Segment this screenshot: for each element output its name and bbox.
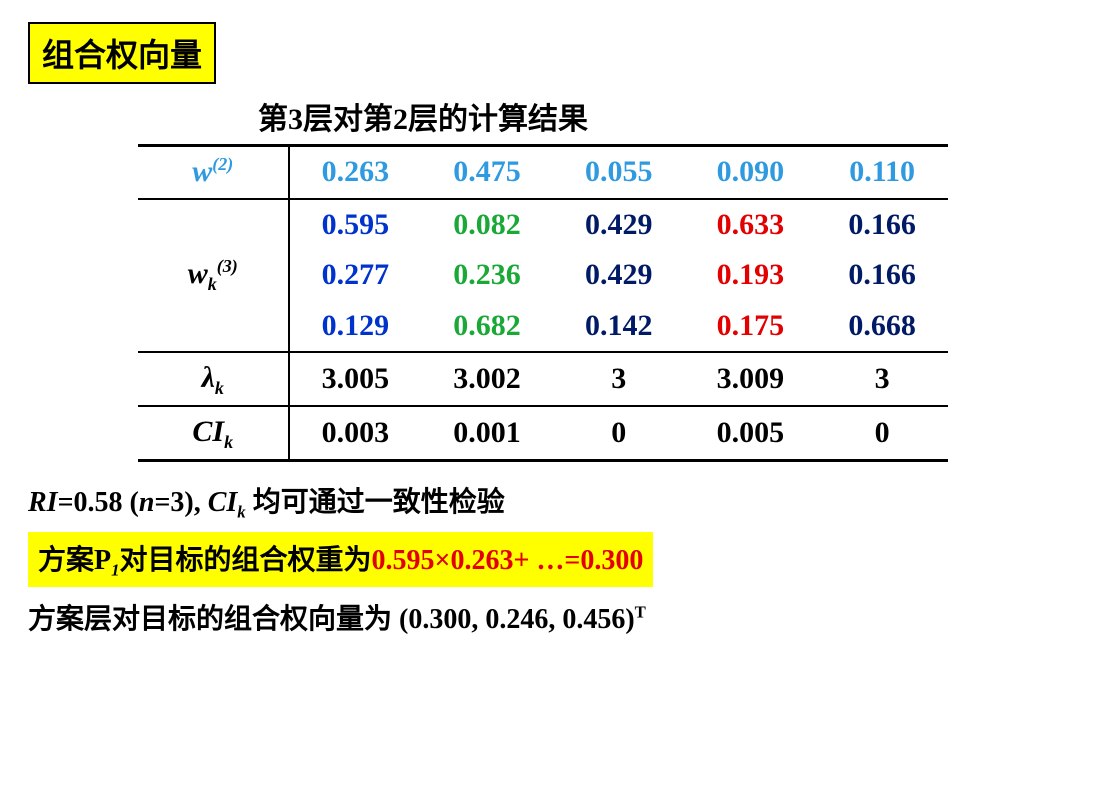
table-caption: 第3层对第2层的计算结果 — [258, 94, 948, 138]
wk3-r2-c4: 0.193 — [685, 250, 817, 301]
wk3-r2-c3: 0.429 — [553, 250, 685, 301]
lambda-c2: 3.002 — [421, 353, 553, 406]
results-table-area: 第3层对第2层的计算结果 w(2) 0.263 0.475 0.055 0.09… — [138, 94, 948, 462]
footer-p1-line: 方案P1对目标的组合权重为0.595×0.263+ …=0.300 — [28, 532, 1075, 587]
w2-c2: 0.475 — [421, 147, 553, 199]
ci-c2: 0.001 — [421, 407, 553, 460]
row-wk3-1: wk(3) 0.595 0.082 0.429 0.633 0.166 — [138, 200, 948, 251]
wk3-r1-c4: 0.633 — [685, 200, 817, 251]
row-ci: CIk 0.003 0.001 0 0.005 0 — [138, 407, 948, 460]
w2-c3: 0.055 — [553, 147, 685, 199]
wk3-r2-c1: 0.277 — [289, 250, 422, 301]
w2-c5: 0.110 — [816, 147, 948, 199]
label-ci: CIk — [138, 407, 289, 460]
lambda-c4: 3.009 — [685, 353, 817, 406]
ci-c5: 0 — [816, 407, 948, 460]
label-lambda: λk — [138, 353, 289, 406]
ci-c1: 0.003 — [289, 407, 422, 460]
wk3-r3-c1: 0.129 — [289, 301, 422, 353]
ci-c3: 0 — [553, 407, 685, 460]
label-w2: w(2) — [138, 147, 289, 199]
footer-vector-line: 方案层对目标的组合权向量为 (0.300, 0.246, 0.456)T — [28, 597, 1075, 637]
lambda-c5: 3 — [816, 353, 948, 406]
wk3-r3-c2: 0.682 — [421, 301, 553, 353]
wk3-r3-c4: 0.175 — [685, 301, 817, 353]
w2-c1: 0.263 — [289, 147, 422, 199]
footer-block: RI=0.58 (n=3), CIk 均可通过一致性检验 方案P1对目标的组合权… — [28, 480, 1075, 637]
wk3-r2-c2: 0.236 — [421, 250, 553, 301]
w2-c4: 0.090 — [685, 147, 817, 199]
results-table: w(2) 0.263 0.475 0.055 0.090 0.110 wk(3)… — [138, 144, 948, 462]
row-w2: w(2) 0.263 0.475 0.055 0.090 0.110 — [138, 147, 948, 199]
label-wk3: wk(3) — [138, 200, 289, 353]
row-lambda: λk 3.005 3.002 3 3.009 3 — [138, 353, 948, 406]
wk3-r1-c2: 0.082 — [421, 200, 553, 251]
wk3-r1-c5: 0.166 — [816, 200, 948, 251]
lambda-c1: 3.005 — [289, 353, 422, 406]
page-heading: 组合权向量 — [28, 22, 216, 84]
footer-ri-line: RI=0.58 (n=3), CIk 均可通过一致性检验 — [28, 480, 1075, 523]
lambda-c3: 3 — [553, 353, 685, 406]
ci-c4: 0.005 — [685, 407, 817, 460]
wk3-r1-c3: 0.429 — [553, 200, 685, 251]
wk3-r1-c1: 0.595 — [289, 200, 422, 251]
wk3-r3-c5: 0.668 — [816, 301, 948, 353]
wk3-r3-c3: 0.142 — [553, 301, 685, 353]
wk3-r2-c5: 0.166 — [816, 250, 948, 301]
